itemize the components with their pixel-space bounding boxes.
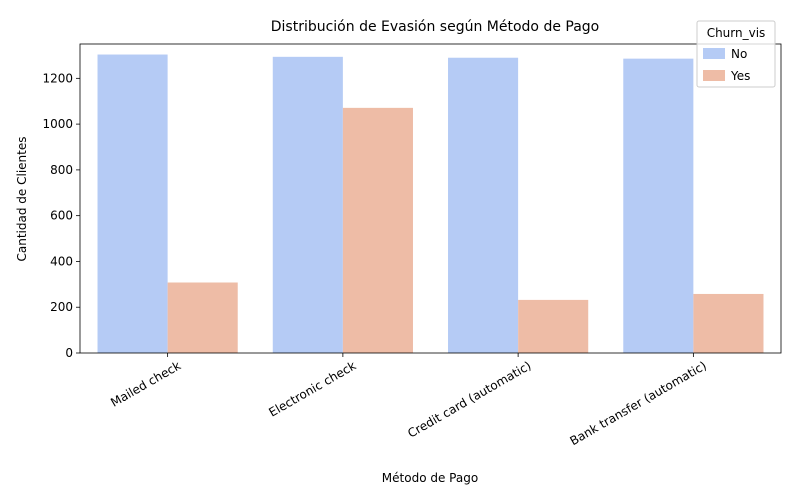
bar-no-2 [448,57,519,353]
x-axis-label: Método de Pago [382,471,478,485]
x-tick-label-3: Bank transfer (automatic) [567,358,708,448]
bar-no-1 [272,56,343,353]
y-tick-label-6: 1200 [42,71,73,85]
bar-yes-0 [167,282,238,353]
legend-swatch-no [703,48,725,59]
legend: Churn_vis No Yes [696,20,776,88]
chart-title: Distribución de Evasión según Método de … [271,19,600,35]
legend-title: Churn_vis [707,26,766,40]
y-tick-label-4: 800 [50,163,73,177]
legend-label-no: No [731,47,747,61]
x-tick-label-2: Credit card (automatic) [405,358,533,440]
y-tick-label-2: 400 [50,254,73,268]
bar-no-3 [623,58,694,354]
legend-label-yes: Yes [730,69,750,83]
x-tick-label-0: Mailed check [108,358,183,409]
bar-yes-1 [342,107,413,353]
y-tick-label-5: 1000 [42,117,73,131]
y-axis-label: Cantidad de Clientes [15,137,29,262]
bar-yes-3 [693,293,764,353]
bar-yes-2 [518,299,589,353]
legend-swatch-yes [703,70,725,81]
y-tick-label-3: 600 [50,209,73,223]
bar-no-0 [97,54,168,353]
y-tick-label-0: 0 [65,346,73,360]
y-tick-label-1: 200 [50,300,73,314]
plot-area: 0 200 400 600 800 1000 1200 Mailed check Electro… [42,43,782,448]
x-tick-label-1: Electronic check [266,358,358,419]
axes-frame [79,43,782,354]
